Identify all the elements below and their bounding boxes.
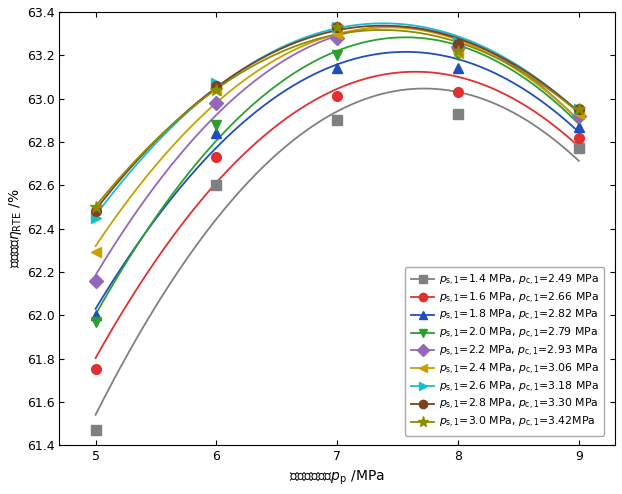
Y-axis label: 循环效率$\eta_\mathrm{RTE}$ /%: 循环效率$\eta_\mathrm{RTE}$ /%: [7, 189, 24, 268]
Legend: $p_{\mathrm{s,1}}$=1.4 MPa, $p_{\mathrm{c,1}}$=2.49 MPa, $p_{\mathrm{s,1}}$=1.6 : $p_{\mathrm{s,1}}$=1.4 MPa, $p_{\mathrm{…: [406, 267, 604, 436]
X-axis label: 工作流体压力$p_\mathrm{p}$ /MPa: 工作流体压力$p_\mathrm{p}$ /MPa: [289, 469, 385, 487]
